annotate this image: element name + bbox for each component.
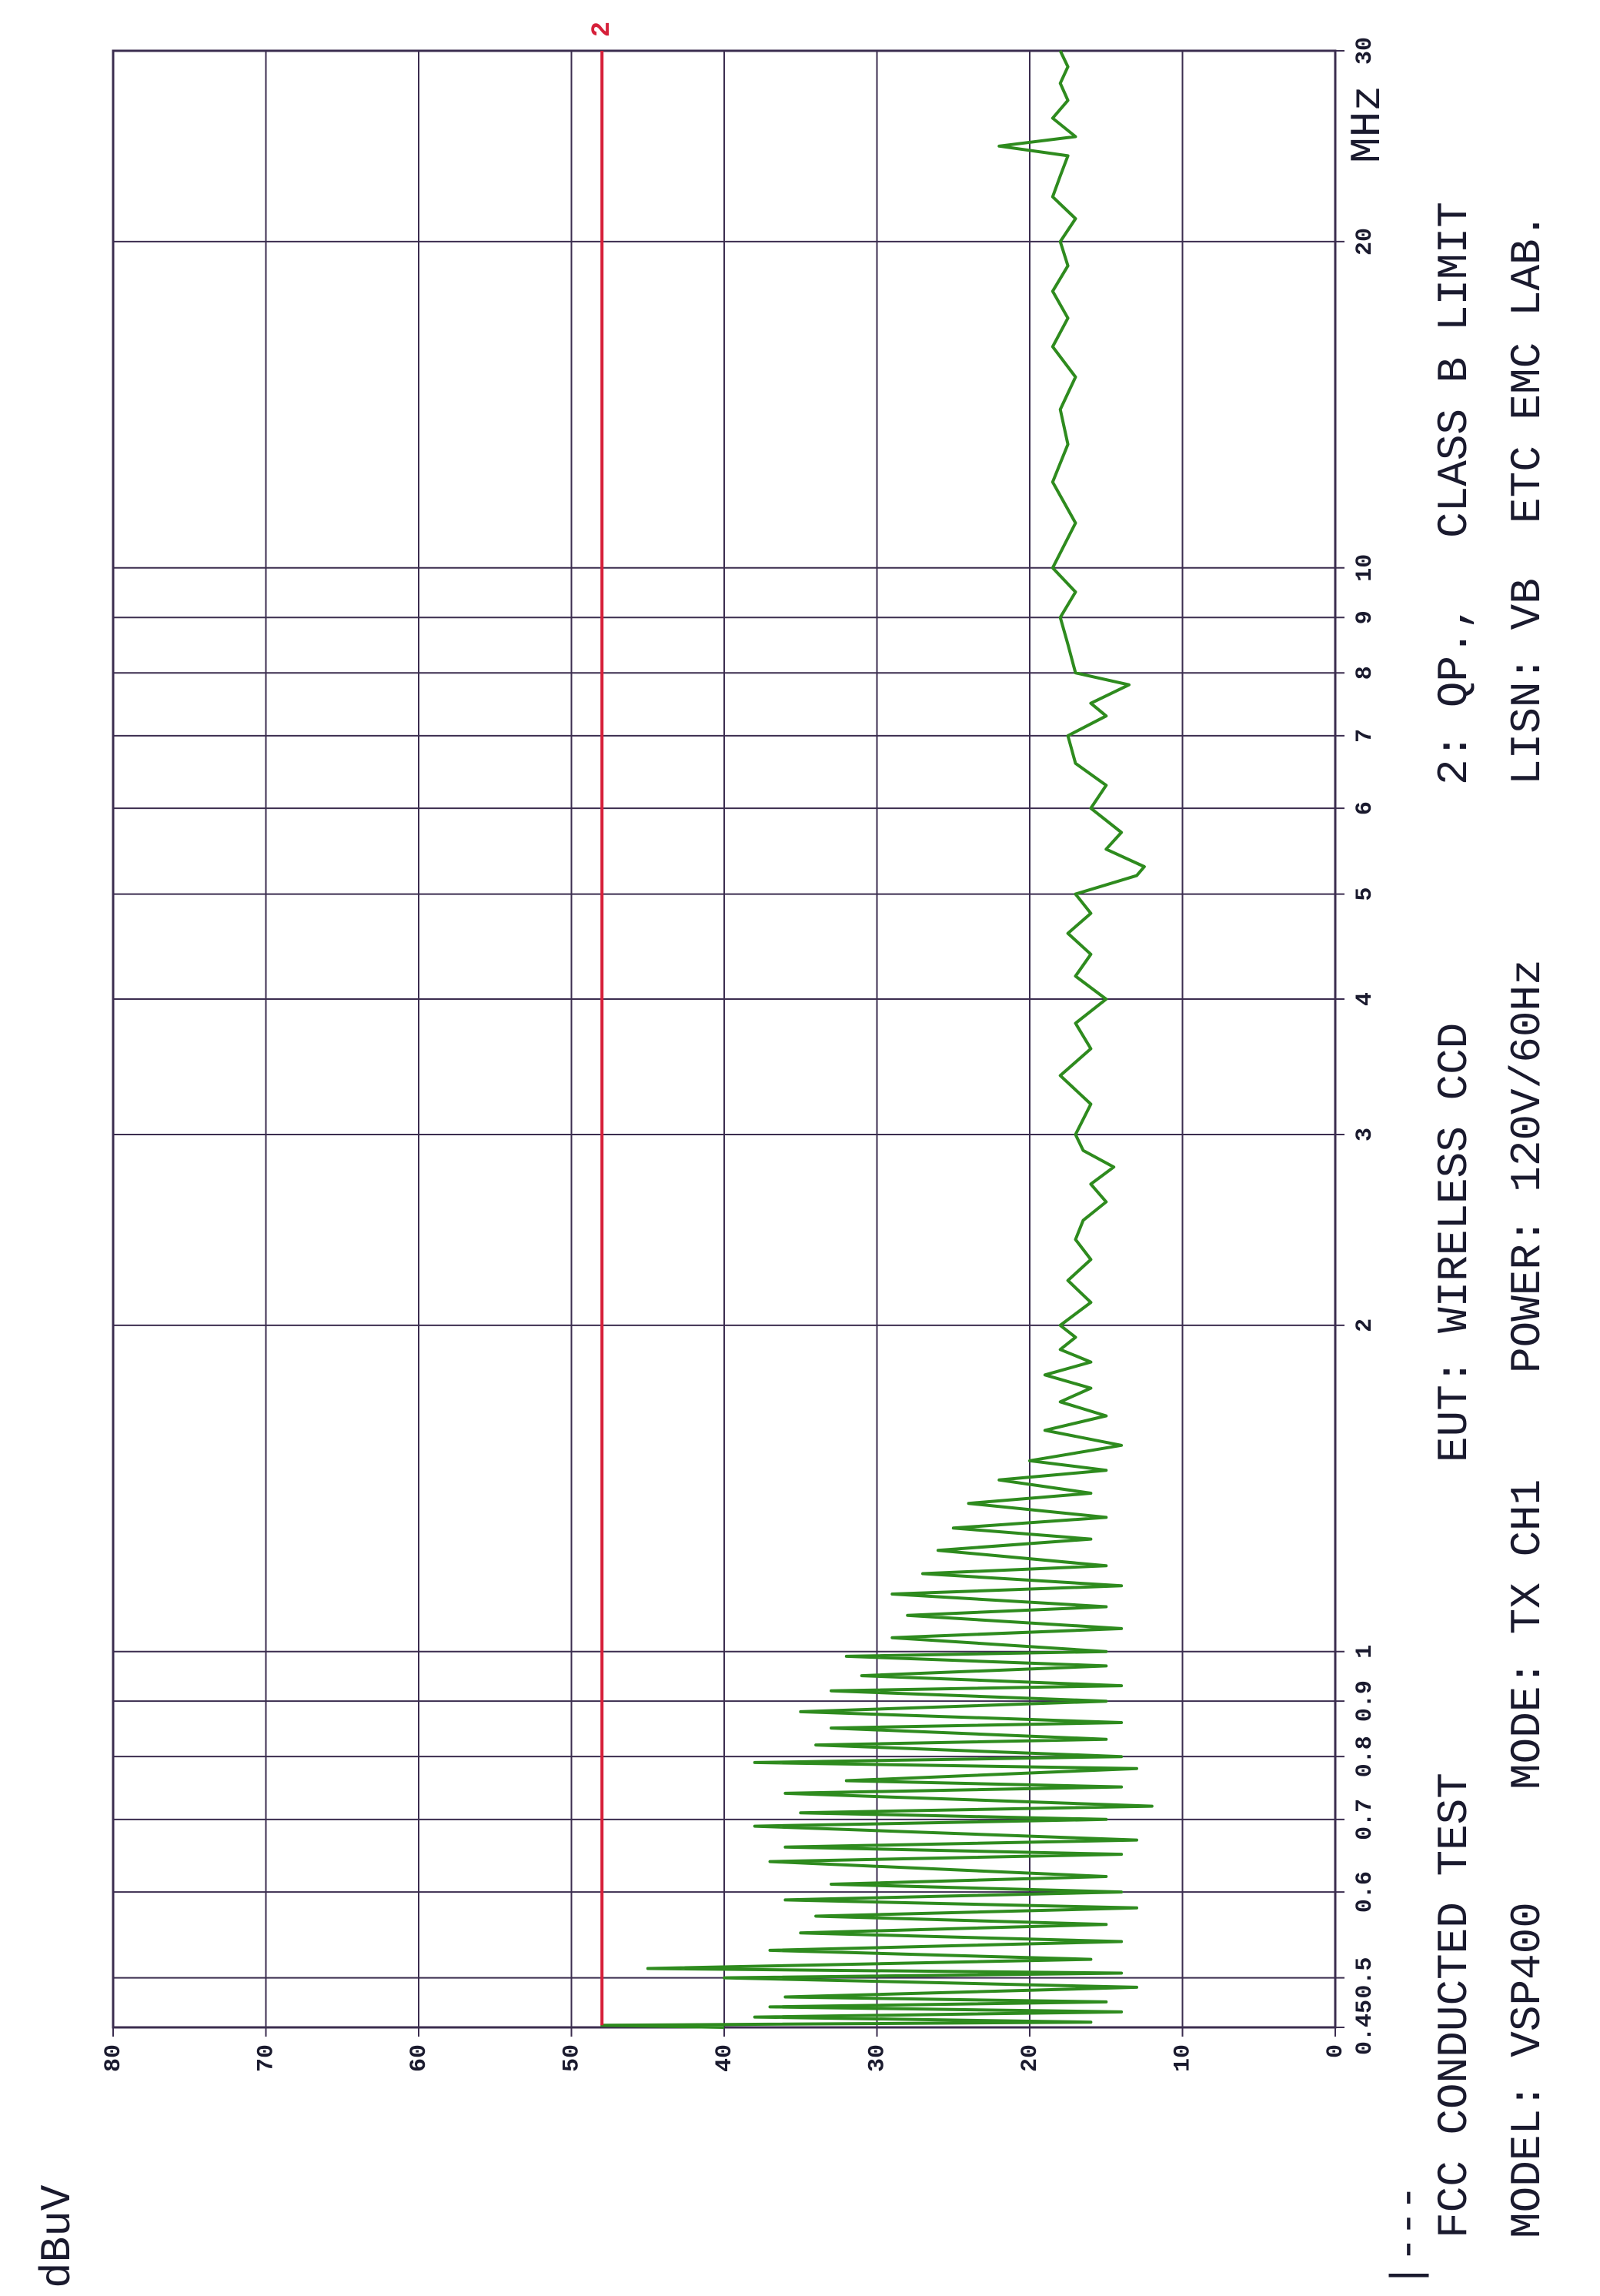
y-tick-label: 30 [864,2044,890,2072]
y-axis-label: dBuV [33,2184,82,2288]
y-tick-label: 20 [1017,2044,1044,2072]
rotated-plot: dBuV 0 10 20 30 40 50 60 70 80 0.450.5 0.6 0.7 0.8 0.… [33,22,1552,2288]
x-tick-label: 10 [1352,554,1378,582]
x-tick-label: 6 [1352,801,1378,815]
x-tick-label: 0.45 [1352,2000,1378,2055]
x-tick-label: 30 [1352,37,1378,65]
x-tick-label: 0.6 [1352,1871,1378,1913]
annotation: 2: QP., [1430,604,1479,785]
annotation: FCC CONDUCTED TEST [1430,1773,1479,2238]
y-tick-label: 50 [559,2044,585,2072]
x-tick-label: 7 [1352,729,1378,743]
x-axis-label: MHz [1343,85,1392,163]
annotation: POWER: 120V/60Hz [1503,959,1552,1373]
x-tick-label: 8 [1352,666,1378,680]
x-tick-label: 3 [1352,1128,1378,1141]
series-label: 2 [588,22,617,37]
y-tick-label: 80 [101,2044,127,2072]
annotation: |--- [1384,2185,1433,2288]
y-tick-label: 60 [406,2044,433,2072]
x-tick-label: 4 [1352,992,1378,1006]
x-tick-label: 0.7 [1352,1799,1378,1840]
x-tick-label: 20 [1352,228,1378,256]
annotation: ETC EMC LAB. [1503,213,1552,523]
series-line [600,50,1154,2029]
y-tick-label: 70 [253,2044,279,2072]
annotation: LISN: VB [1503,578,1552,785]
annotation: EUT: WIRELESS CCD [1430,1023,1479,1462]
x-tick-label: 1 [1352,1645,1378,1659]
y-tick-label: 10 [1170,2044,1196,2072]
x-tick-label: 9 [1352,610,1378,624]
x-tick-label: 0.5 [1352,1957,1378,1999]
y-tick-label: 0 [1323,2044,1349,2058]
x-tick-label: 2 [1352,1318,1378,1332]
annotation: MODEL: VSP400 [1503,1902,1552,2238]
annotation: CLASS B LIMIT [1430,202,1479,538]
annotation: MODE: TX CH1 [1503,1479,1552,1790]
x-tick-label: 0.9 [1352,1680,1378,1722]
y-tick-label: 40 [712,2044,738,2072]
x-tick-label: 0.8 [1352,1736,1378,1777]
x-tick-label: 5 [1352,887,1378,901]
